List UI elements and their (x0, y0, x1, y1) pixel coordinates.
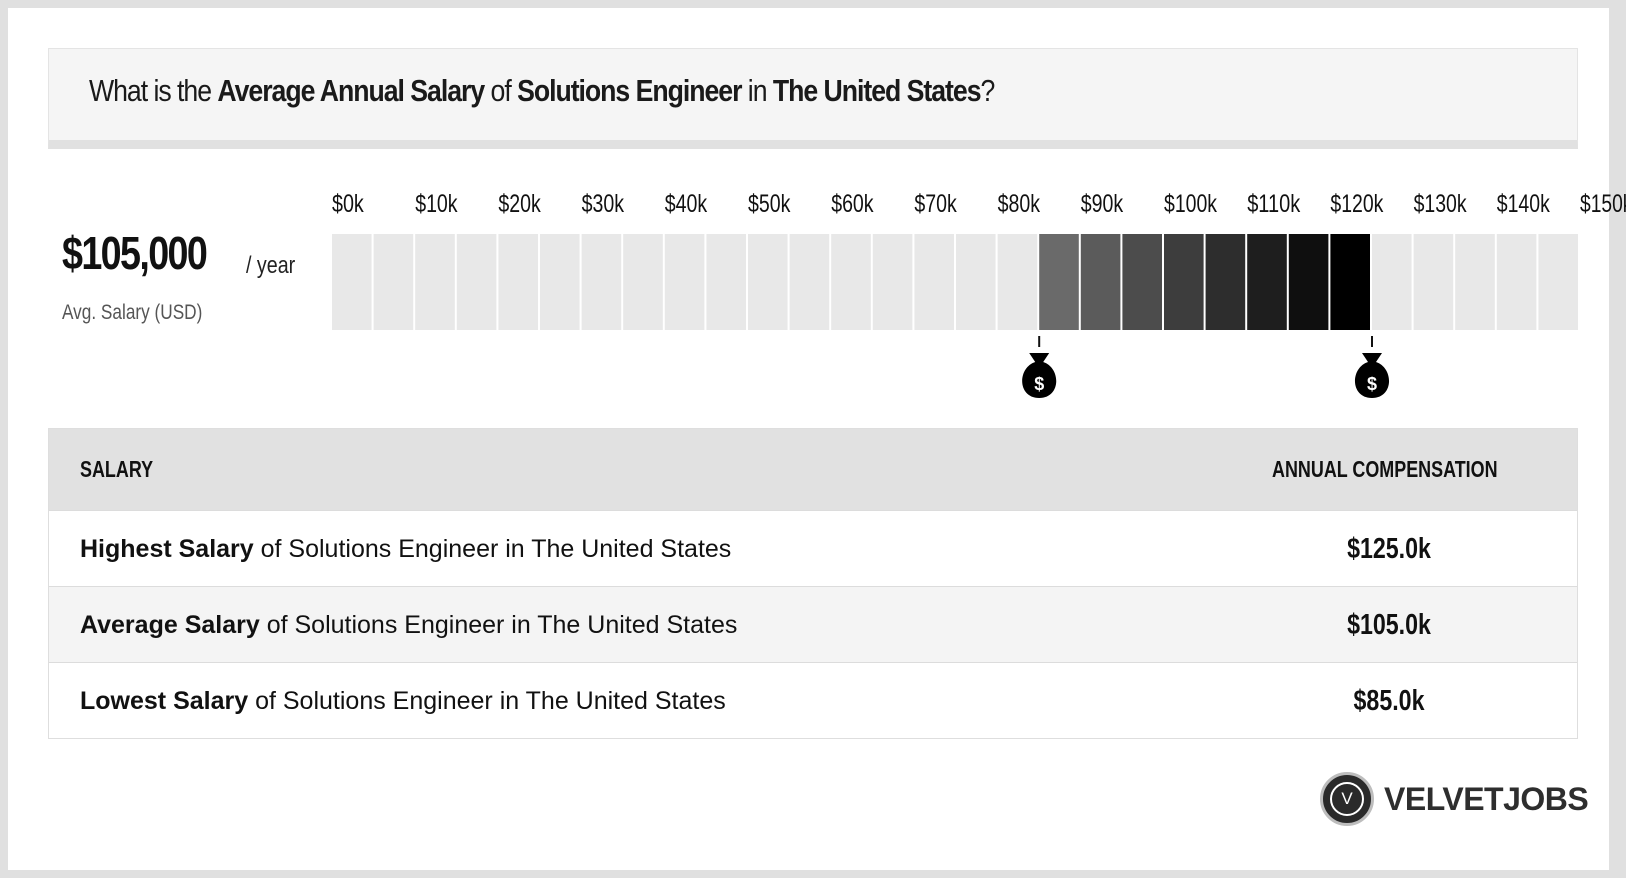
table-row: Highest Salary of Solutions Engineer in … (49, 510, 1577, 586)
bar-segment (581, 234, 622, 330)
tick-label: $80k (998, 190, 1041, 218)
table-row: Average Salary of Solutions Engineer in … (49, 586, 1577, 662)
row-value: $105.0k (1347, 609, 1431, 641)
bar-segment (1039, 234, 1079, 330)
bar-segment (748, 234, 788, 330)
average-salary-unit: / year (246, 252, 296, 279)
bar-segment (1247, 234, 1287, 330)
bar-segment (1164, 234, 1204, 330)
bar-segment (623, 234, 663, 330)
table-header: SALARY ANNUAL COMPENSATION (49, 429, 1577, 510)
money-bag-icon (1022, 353, 1057, 398)
bar-segment (831, 234, 871, 330)
page-title: What is the Average Annual Salary of Sol… (89, 73, 995, 108)
question-banner: What is the Average Annual Salary of Sol… (48, 48, 1578, 149)
bar-segment (1122, 234, 1162, 330)
bar-segment (1330, 234, 1370, 330)
tick-label: $90k (1081, 190, 1124, 218)
bar-segment (789, 234, 830, 330)
bar-segment (872, 234, 913, 330)
bar-segment (498, 234, 538, 330)
tick-label: $0k (332, 190, 364, 218)
bar-segment (997, 234, 1038, 330)
money-bag-icon (1354, 353, 1390, 398)
tick-label: $60k (831, 190, 874, 218)
bar-segment (1455, 234, 1495, 330)
bar-segment (1205, 234, 1246, 330)
row-value: $85.0k (1353, 685, 1425, 717)
salary-column-header: SALARY (80, 456, 154, 482)
tick-label: $30k (582, 190, 625, 218)
bar-segment (1538, 234, 1578, 330)
average-salary-caption: Avg. Salary (USD) (62, 301, 203, 324)
logo-wordmark: VELVETJOBS (1384, 781, 1589, 817)
bar-segment (914, 234, 954, 330)
logo-mark-icon: V (1320, 772, 1374, 826)
bar-segment (1413, 234, 1454, 330)
row-description: Highest Salary of Solutions Engineer in … (80, 535, 732, 563)
tick-label: $50k (748, 190, 791, 218)
tick-label: $40k (665, 190, 708, 218)
tick-label: $20k (498, 190, 541, 218)
bar-segment (540, 234, 580, 330)
bar-segment (706, 234, 746, 330)
row-description: Lowest Salary of Solutions Engineer in T… (80, 687, 726, 715)
tick-label: $140k (1497, 190, 1550, 218)
tick-label: $70k (914, 190, 957, 218)
tick-label: $110k (1247, 190, 1300, 218)
bar-segment (1288, 234, 1329, 330)
marker-symbol: $ (1034, 374, 1044, 394)
bar-segment (373, 234, 414, 330)
bar-segment (456, 234, 497, 330)
salary-table: SALARY ANNUAL COMPENSATION Highest Salar… (48, 428, 1578, 739)
salary-range-chart: $0k $10k $20k $30k $40k $50k $60k $70k $80k $90k $… (332, 190, 1626, 398)
bar-segment (1496, 234, 1537, 330)
table-row: Lowest Salary of Solutions Engineer in T… (49, 662, 1577, 738)
bar-segment (1372, 234, 1412, 330)
row-value: $125.0k (1347, 533, 1431, 565)
marker-symbol: $ (1367, 374, 1377, 394)
velvetjobs-logo[interactable]: V VELVETJOBS (1320, 772, 1589, 826)
bar-segment (415, 234, 455, 330)
bar-segment (1080, 234, 1121, 330)
bar-segment (332, 234, 372, 330)
compensation-column-header: ANNUAL COMPENSATION (1272, 456, 1498, 482)
bar-segment (956, 234, 996, 330)
tick-label: $10k (415, 190, 458, 218)
tick-label: $100k (1164, 190, 1217, 218)
tick-label: $150k+ (1580, 190, 1626, 218)
bar-segment (664, 234, 705, 330)
tick-label: $120k (1330, 190, 1383, 218)
row-description: Average Salary of Solutions Engineer in … (80, 611, 738, 639)
average-salary-value: $105,000 (62, 227, 208, 279)
tick-label: $130k (1414, 190, 1467, 218)
